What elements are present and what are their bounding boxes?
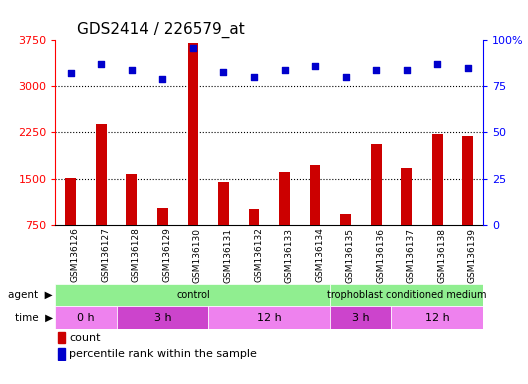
Text: GSM136126: GSM136126 bbox=[71, 228, 80, 283]
Text: GSM136130: GSM136130 bbox=[193, 228, 202, 283]
Text: control: control bbox=[176, 290, 210, 300]
Point bbox=[311, 63, 319, 69]
Text: 3 h: 3 h bbox=[154, 313, 171, 323]
Text: 12 h: 12 h bbox=[257, 313, 281, 323]
Bar bbox=[218, 182, 229, 225]
Bar bbox=[96, 124, 107, 225]
Bar bbox=[208, 306, 331, 329]
Point bbox=[97, 61, 106, 67]
Text: trophoblast conditioned medium: trophoblast conditioned medium bbox=[327, 290, 486, 300]
Text: 0 h: 0 h bbox=[77, 313, 95, 323]
Bar bbox=[127, 174, 137, 225]
Bar bbox=[310, 165, 320, 225]
Bar bbox=[55, 284, 331, 306]
Point bbox=[158, 76, 167, 82]
Text: GSM136135: GSM136135 bbox=[346, 228, 355, 283]
Point bbox=[342, 74, 350, 80]
Text: GSM136137: GSM136137 bbox=[407, 228, 416, 283]
Bar bbox=[58, 332, 65, 343]
Bar bbox=[391, 306, 483, 329]
Point bbox=[433, 61, 441, 67]
Text: time  ▶: time ▶ bbox=[15, 313, 53, 323]
Bar bbox=[341, 214, 351, 225]
Text: GSM136136: GSM136136 bbox=[376, 228, 385, 283]
Text: GSM136129: GSM136129 bbox=[163, 228, 172, 283]
Text: GDS2414 / 226579_at: GDS2414 / 226579_at bbox=[77, 22, 244, 38]
Bar bbox=[187, 43, 198, 225]
Text: GSM136134: GSM136134 bbox=[315, 228, 324, 283]
Text: GSM136139: GSM136139 bbox=[468, 228, 477, 283]
Point bbox=[219, 69, 228, 75]
Text: percentile rank within the sample: percentile rank within the sample bbox=[69, 349, 257, 359]
Point bbox=[280, 67, 289, 73]
Text: agent  ▶: agent ▶ bbox=[8, 290, 53, 300]
Text: GSM136133: GSM136133 bbox=[285, 228, 294, 283]
Text: count: count bbox=[69, 333, 101, 343]
Text: 12 h: 12 h bbox=[425, 313, 450, 323]
Text: GSM136131: GSM136131 bbox=[223, 228, 232, 283]
Bar bbox=[432, 134, 442, 225]
Bar bbox=[55, 306, 117, 329]
Bar bbox=[371, 144, 382, 225]
Bar bbox=[58, 348, 65, 360]
Bar bbox=[249, 209, 259, 225]
Point bbox=[402, 67, 411, 73]
Bar bbox=[117, 306, 208, 329]
Text: GSM136138: GSM136138 bbox=[437, 228, 446, 283]
Point bbox=[128, 67, 136, 73]
Point bbox=[250, 74, 258, 80]
Bar bbox=[65, 178, 76, 225]
Point bbox=[464, 65, 472, 71]
Bar bbox=[463, 136, 473, 225]
Bar bbox=[401, 167, 412, 225]
Point bbox=[372, 67, 380, 73]
Text: GSM136132: GSM136132 bbox=[254, 228, 263, 283]
Point bbox=[188, 45, 197, 51]
Bar bbox=[157, 208, 168, 225]
Bar bbox=[279, 172, 290, 225]
Text: GSM136128: GSM136128 bbox=[132, 228, 141, 283]
Bar bbox=[331, 284, 483, 306]
Bar bbox=[331, 306, 391, 329]
Point bbox=[67, 70, 75, 76]
Text: 3 h: 3 h bbox=[352, 313, 370, 323]
Text: GSM136127: GSM136127 bbox=[101, 228, 110, 283]
